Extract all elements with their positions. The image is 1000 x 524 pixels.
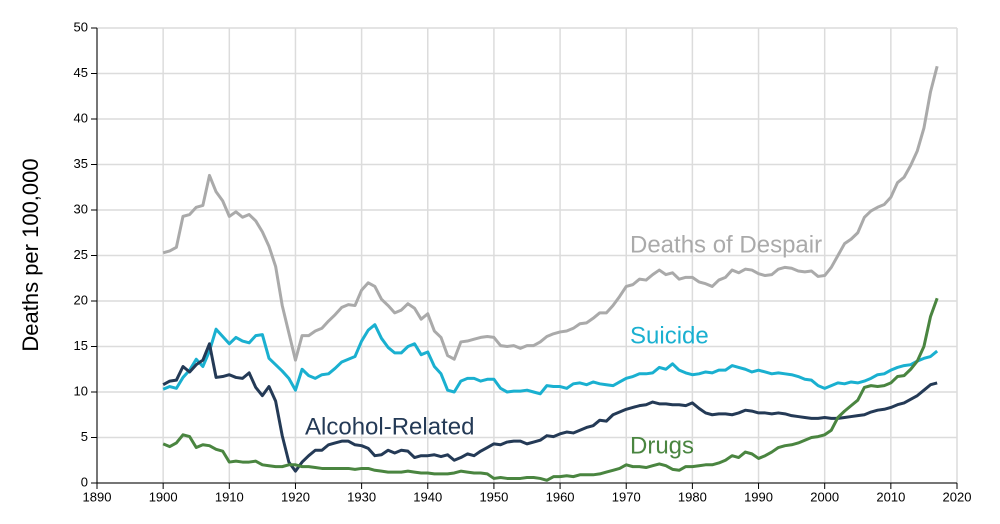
y-tick-label: 45 [74,65,88,80]
series-line [162,65,939,362]
x-tick-label: 1980 [678,489,707,504]
y-axis-title: Deaths per 100,000 [18,158,43,351]
x-tick-label: 2010 [876,489,905,504]
y-tick-label: 10 [74,383,88,398]
x-tick-label: 1890 [83,489,112,504]
x-tick-label: 1920 [281,489,310,504]
series-label: Deaths of Despair [630,231,822,258]
y-tick-label: 40 [74,110,88,125]
axes: 0 5 10 15 20 25 30 35 40 45 50 1890 1900 1910 1920 1930… [74,19,972,504]
x-tick-label: 1940 [413,489,442,504]
x-tick-label: 1960 [546,489,575,504]
y-tick-label: 0 [81,474,88,489]
y-tick-label: 15 [74,338,88,353]
series-line [162,297,939,482]
x-tick-label: 1950 [479,489,508,504]
series-label: Drugs [630,432,694,459]
grid [96,27,958,484]
series-label: Alcohol-Related [305,413,474,440]
x-tick-label: 2000 [810,489,839,504]
y-tick-label: 5 [81,429,88,444]
series-line [162,323,939,396]
series-line [162,342,938,473]
x-tick-label: 1930 [347,489,376,504]
y-tick-label: 30 [74,201,88,216]
x-tick-label: 1910 [215,489,244,504]
series-label: Suicide [630,322,709,349]
y-tick-label: 25 [74,247,88,262]
lines [162,65,939,482]
x-tick-label: 2020 [943,489,972,504]
y-tick-label: 20 [74,292,88,307]
x-tick-label: 1970 [612,489,641,504]
y-tick-label: 50 [74,19,88,34]
x-tick-label: 1900 [149,489,178,504]
x-tick-label: 1990 [744,489,773,504]
y-tick-label: 35 [74,156,88,171]
